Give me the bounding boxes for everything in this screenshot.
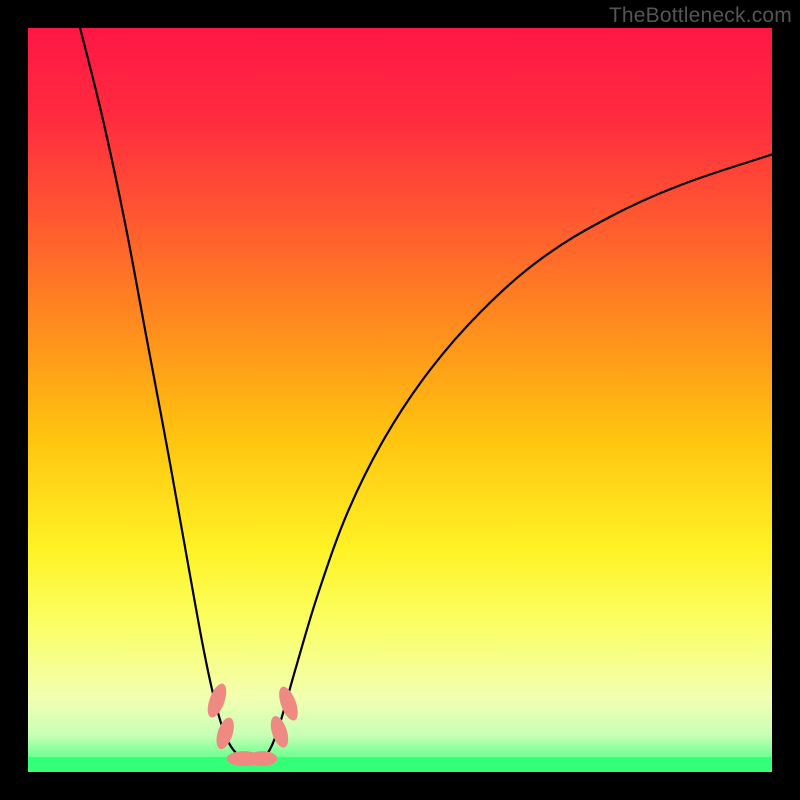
bottom-green-band bbox=[28, 757, 772, 772]
gradient-background bbox=[28, 28, 772, 772]
valley-marker bbox=[247, 751, 277, 766]
plot-area bbox=[28, 28, 772, 772]
chart-svg bbox=[28, 28, 772, 772]
chart-container: TheBottleneck.com bbox=[0, 0, 800, 800]
watermark-text: TheBottleneck.com bbox=[609, 4, 792, 28]
